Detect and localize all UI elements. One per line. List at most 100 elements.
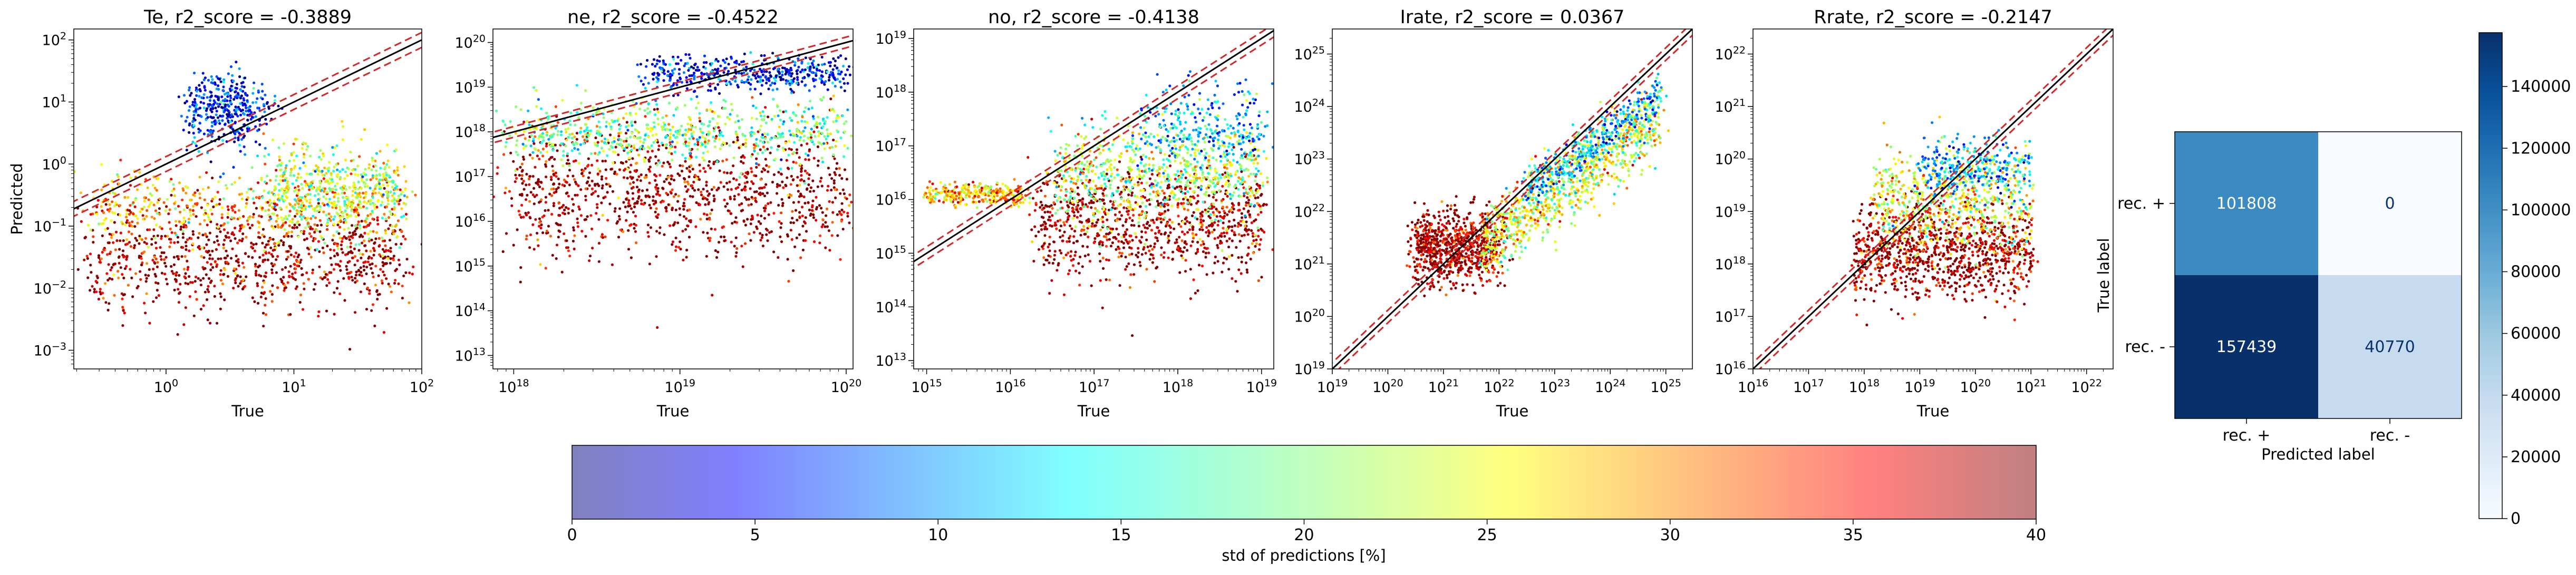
- scatter-point: [283, 228, 286, 231]
- scatter-point: [761, 73, 764, 76]
- scatter-point: [319, 182, 322, 185]
- scatter-point: [289, 174, 292, 177]
- scatter-point: [99, 293, 102, 296]
- scatter-point: [646, 107, 650, 110]
- scatter-point: [222, 78, 226, 81]
- scatter-point: [117, 269, 120, 273]
- scatter-point: [606, 138, 609, 142]
- scatter-point: [692, 66, 695, 70]
- scatter-point: [522, 130, 526, 133]
- scatter-point: [371, 303, 375, 306]
- scatter-point: [790, 174, 793, 178]
- scatter-point: [306, 247, 309, 250]
- scatter-point: [549, 135, 552, 139]
- scatter-point: [716, 122, 719, 125]
- scatter-point: [185, 149, 188, 152]
- scatter-point: [714, 126, 717, 129]
- scatter-point: [327, 169, 330, 173]
- scatter-point: [763, 209, 767, 212]
- scatter-point: [791, 132, 795, 135]
- scatter-point: [126, 242, 129, 246]
- scatter-point: [788, 73, 791, 76]
- scatter-point: [176, 236, 179, 239]
- scatter-point: [389, 247, 392, 250]
- scatter-point: [840, 208, 844, 211]
- scatter-point: [177, 95, 180, 99]
- scatter-point: [370, 168, 373, 171]
- scatter-point: [676, 221, 680, 225]
- scatter-point: [714, 249, 717, 252]
- scatter-point: [166, 235, 169, 238]
- scatter-point: [608, 148, 611, 151]
- scatter-point: [671, 207, 674, 210]
- scatter-point: [738, 63, 741, 66]
- scatter-point: [338, 237, 342, 240]
- scatter-point: [396, 219, 400, 222]
- scatter-point: [596, 141, 599, 144]
- scatter-point: [234, 121, 237, 124]
- scatter-point: [363, 239, 366, 242]
- scatter-point: [769, 84, 772, 87]
- scatter-point: [318, 230, 322, 233]
- tick-exponent: 19: [683, 377, 695, 389]
- tick-base: 10: [154, 379, 172, 396]
- scatter-point: [386, 193, 389, 196]
- scatter-point: [702, 151, 705, 154]
- scatter-point: [85, 255, 89, 258]
- scatter-point: [527, 109, 530, 112]
- scatter-point: [317, 198, 320, 201]
- scatter-point: [152, 300, 155, 303]
- scatter-point: [850, 134, 853, 138]
- scatter-point: [389, 210, 392, 213]
- scatter-point: [182, 216, 186, 219]
- scatter-point: [374, 164, 377, 167]
- scatter-point: [792, 221, 795, 225]
- scatter-point: [764, 121, 768, 124]
- scatter-point: [183, 101, 187, 104]
- scatter-point: [215, 110, 218, 113]
- scatter-point: [761, 233, 764, 237]
- scatter-point: [382, 173, 385, 176]
- scatter-point: [129, 204, 132, 207]
- scatter-point: [194, 106, 197, 109]
- scatter-point: [655, 133, 658, 136]
- scatter-point: [832, 94, 835, 98]
- scatter-point: [279, 239, 283, 242]
- scatter-point: [682, 142, 685, 145]
- scatter-point: [973, 194, 976, 198]
- scatter-point: [140, 257, 143, 260]
- scatter-point: [170, 265, 173, 268]
- scatter-point: [304, 205, 307, 208]
- scatter-point: [669, 132, 672, 135]
- scatter-point: [779, 226, 782, 229]
- scatter-point: [624, 132, 628, 135]
- scatter-point: [319, 149, 322, 152]
- scatter-point: [384, 171, 388, 174]
- scatter-point: [665, 134, 669, 138]
- scatter-point: [792, 178, 795, 181]
- scatter-point: [718, 92, 721, 95]
- scatter-point: [204, 290, 207, 294]
- scatter-point: [755, 118, 758, 121]
- tick-exponent: 2: [428, 377, 434, 389]
- scatter-point: [214, 123, 217, 126]
- scatter-point: [290, 230, 294, 233]
- scatter-point: [769, 201, 772, 204]
- scatter-point: [814, 78, 817, 82]
- scatter-point: [806, 187, 809, 190]
- tick-label: 10−2: [34, 279, 66, 297]
- scatter-point: [150, 238, 153, 241]
- scatter-point: [238, 229, 241, 232]
- scatter-point: [597, 194, 600, 198]
- scatter-point: [813, 85, 816, 88]
- scatter-point: [760, 70, 763, 73]
- scatter-point: [743, 174, 747, 178]
- scatter-point: [592, 106, 595, 109]
- scatter-point: [381, 183, 385, 187]
- scatter-point: [698, 116, 701, 120]
- scatter-point: [351, 279, 354, 282]
- scatter-point: [396, 166, 399, 169]
- scatter-point: [525, 198, 528, 201]
- scatter-point: [389, 285, 392, 288]
- scatter-point: [344, 221, 348, 224]
